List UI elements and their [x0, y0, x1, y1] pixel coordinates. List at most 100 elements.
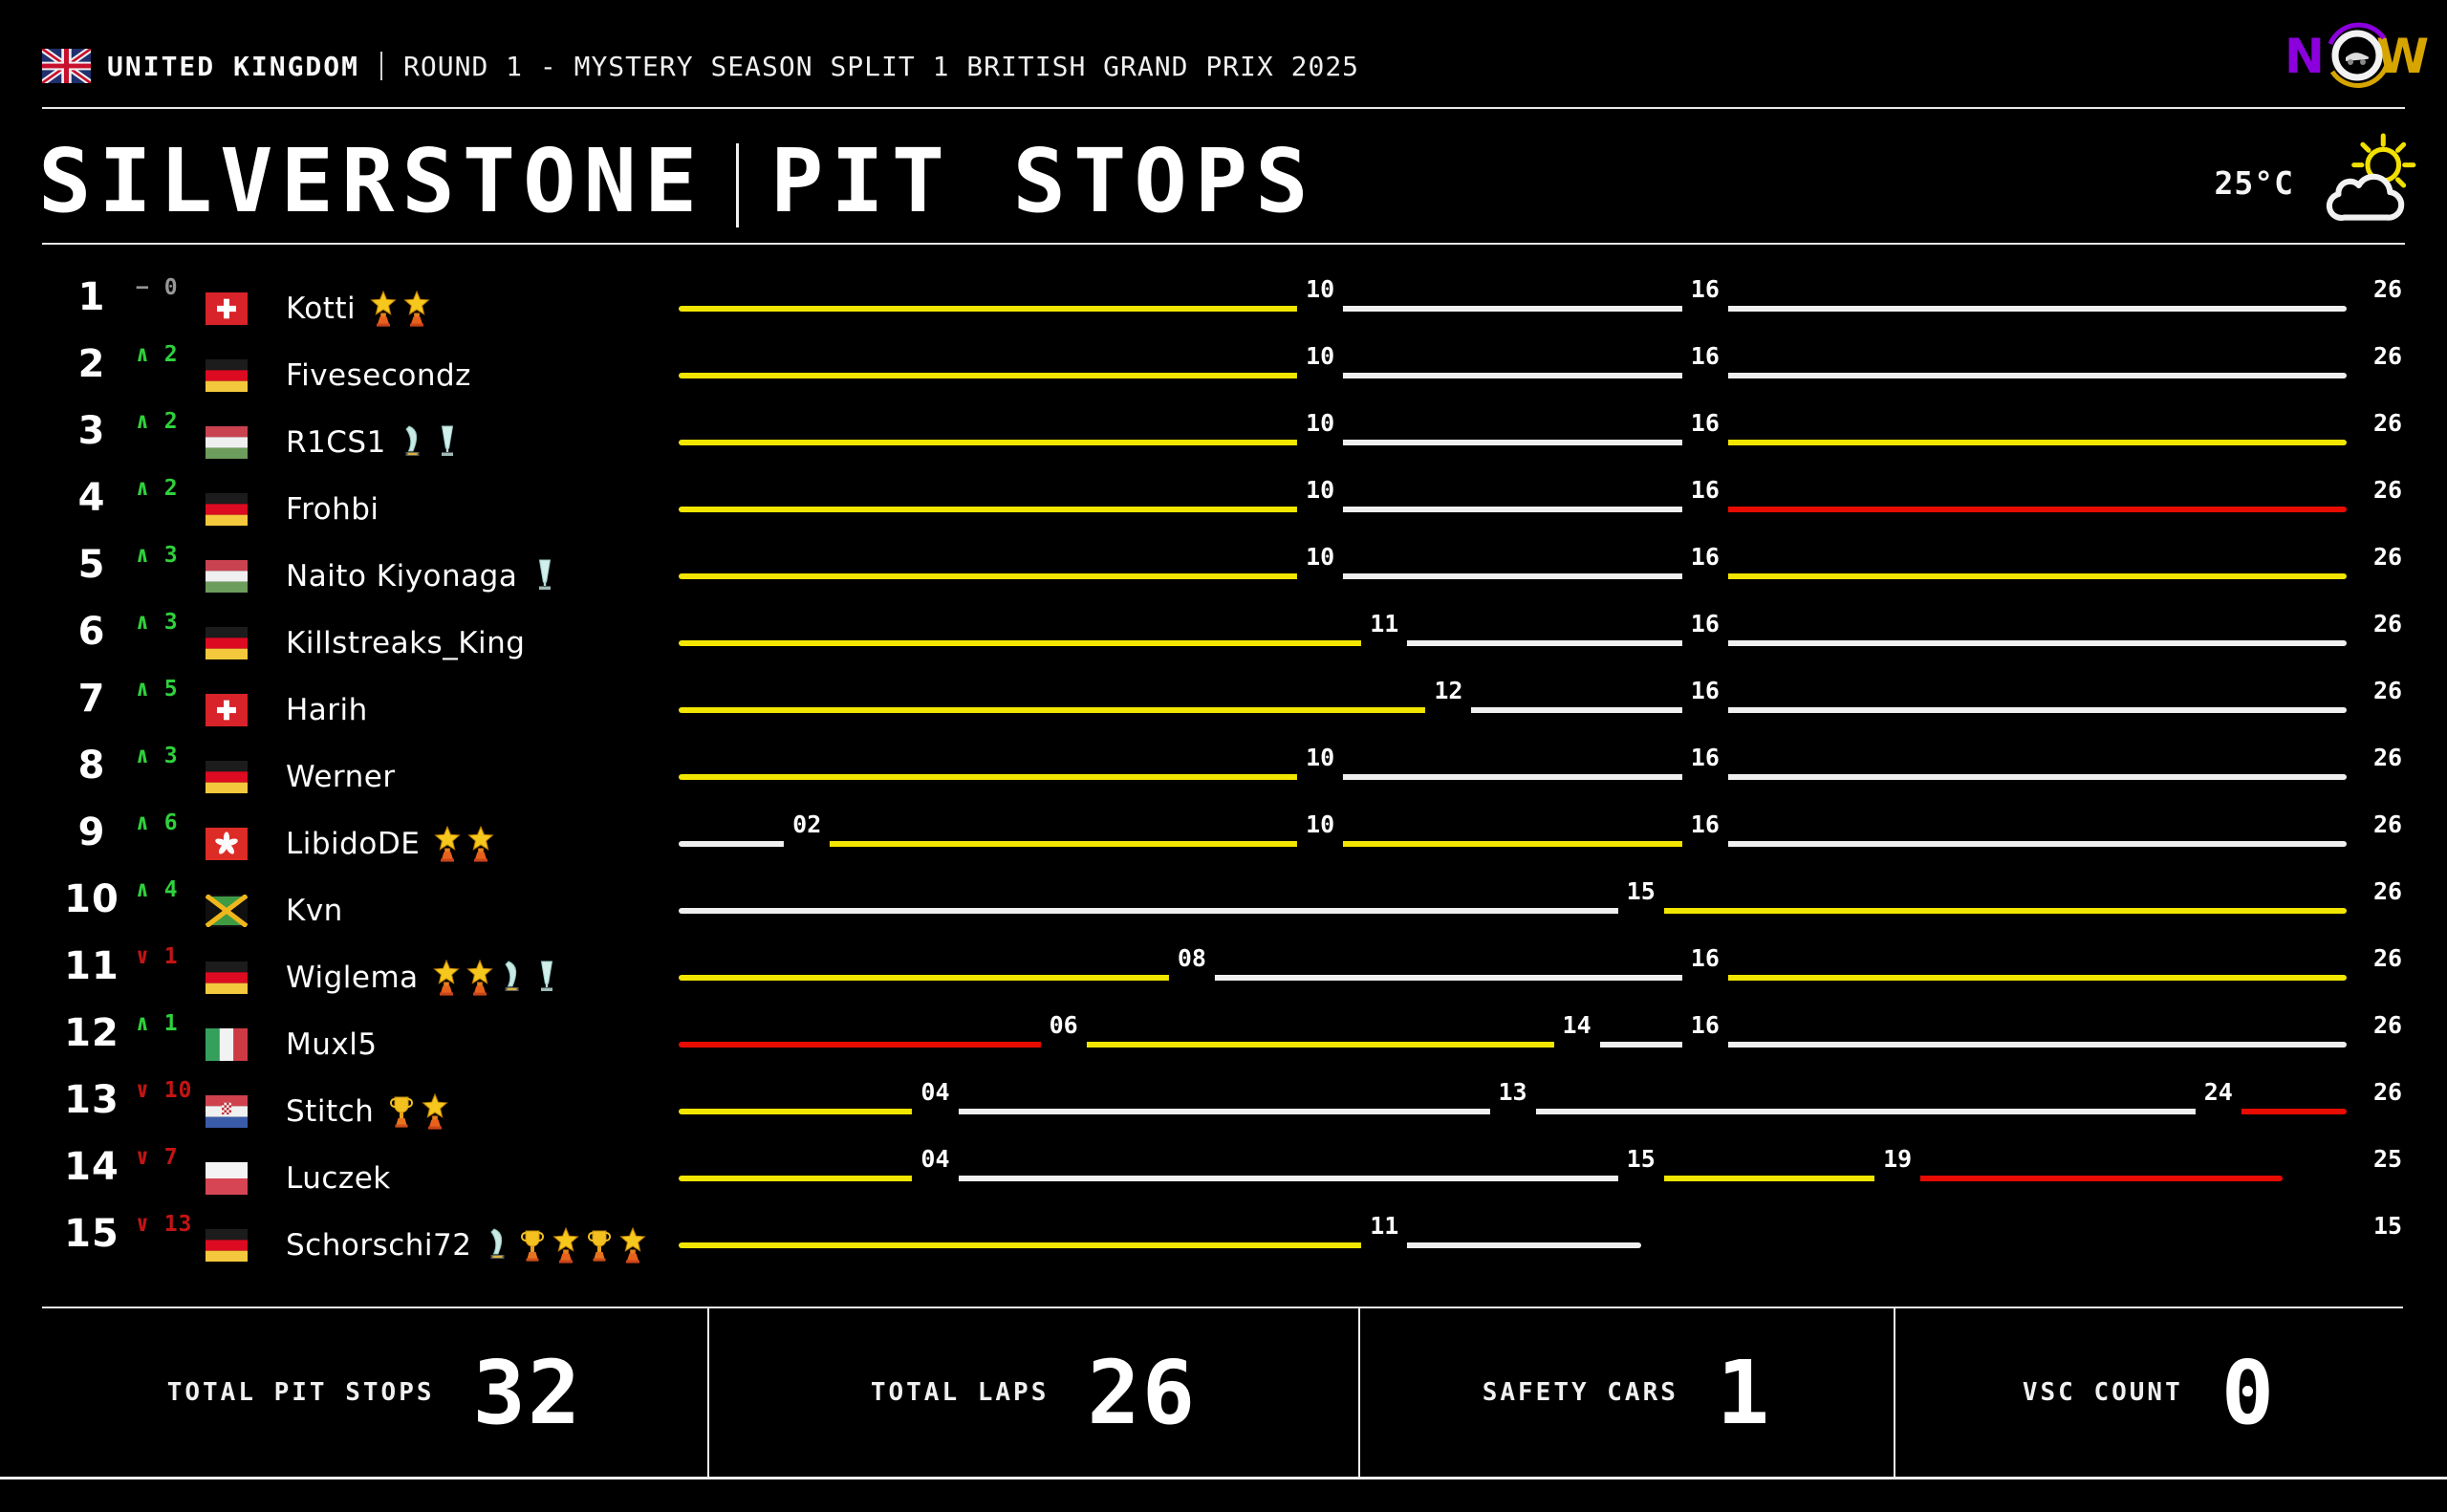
driver-row: 14 ∨ 7 Luczek 25 04 15 19 [0, 1145, 2447, 1212]
driver-name: Luczek [286, 1161, 391, 1196]
stats-top-rule [42, 1307, 2403, 1308]
pitstop-lap-label: 06 [1040, 1011, 1087, 1078]
driver-name-group: Fivesecondz [286, 342, 485, 409]
pitstop-lap-label: 15 [1617, 1145, 1664, 1212]
pitstop-lap-label: 16 [1681, 1011, 1728, 1078]
position-number: 2 [77, 342, 106, 386]
position-number: 5 [77, 543, 106, 587]
stat-label: SAFETY CARS [1482, 1378, 1678, 1407]
pitstop-lap-label: 12 [1425, 677, 1472, 744]
driver-name-group: Luczek [286, 1145, 404, 1212]
pitstop-lap-label: 04 [912, 1145, 959, 1212]
flag-pl-icon [206, 1162, 248, 1195]
stint-segment [679, 1242, 1385, 1248]
stint-segment [1704, 573, 2347, 579]
finish-lap-label: 26 [2372, 275, 2403, 303]
stat-safety-cars: SAFETY CARS 1 [1360, 1308, 1894, 1477]
trophies [432, 960, 561, 996]
position-number: 9 [77, 810, 106, 854]
driver-name: Schorschi72 [286, 1228, 472, 1263]
flag-hk-icon [206, 828, 248, 860]
pitstop-lap-label: 10 [1297, 275, 1344, 342]
driver-name-group: Werner [286, 744, 409, 810]
pitstop-lap-label: 04 [912, 1078, 959, 1145]
stint-segment [935, 1109, 1513, 1114]
finish-lap-label: 26 [2372, 1011, 2403, 1039]
stint-segment [1320, 306, 1705, 312]
finish-lap-label: 26 [2372, 342, 2403, 370]
stats-separator [707, 1308, 709, 1477]
pitstop-lap-label: 24 [2195, 1078, 2241, 1145]
stint-segment [679, 373, 1321, 378]
stint-track: 26 10 16 [679, 275, 2402, 342]
position-number: 3 [77, 409, 106, 453]
stint-segment [2218, 1109, 2347, 1114]
teal-flute-trophy-icon [531, 558, 559, 594]
driver-name-group: Wiglema [286, 944, 561, 1011]
driver-row: 6 ∧ 3 Killstreaks_King 26 11 16 [0, 610, 2447, 677]
stint-segment [1897, 1176, 2283, 1181]
gold-star-trophy-icon [402, 291, 431, 327]
pitstop-lap-label: 08 [1168, 944, 1215, 1011]
logo-w: W [2376, 29, 2429, 84]
driver-name-group: Kvn [286, 877, 357, 944]
position-change: ∧ 2 [136, 409, 179, 434]
driver-name-group: Stitch [286, 1078, 449, 1145]
driver-name-group: Schorschi72 [286, 1212, 647, 1279]
stint-segment [679, 908, 1641, 914]
pitstop-lap-label: 16 [1681, 677, 1728, 744]
driver-row: 2 ∧ 2 Fivesecondz 26 10 16 [0, 342, 2447, 409]
finish-lap-label: 15 [2372, 1212, 2403, 1240]
flag-gb-icon [42, 49, 91, 83]
pitstop-lap-label: 16 [1681, 744, 1728, 810]
pitstop-lap-label: 10 [1297, 476, 1344, 543]
stint-track: 26 10 16 [679, 744, 2402, 810]
stint-track: 15 11 [679, 1212, 2402, 1279]
flag-de-icon [206, 961, 248, 994]
position-change: ∨ 10 [136, 1078, 193, 1103]
header-round-info: ROUND 1 - MYSTERY SEASON SPLIT 1 BRITISH… [403, 50, 1360, 82]
trophies [369, 291, 431, 327]
page-title-screen: PIT STOPS [770, 130, 1316, 232]
position-change: ∨ 1 [136, 944, 179, 969]
gold-star-trophy-icon [466, 960, 494, 996]
stint-segment [1704, 507, 2347, 512]
stint-segment [1320, 373, 1705, 378]
stint-segment [1448, 707, 1705, 713]
stint-segment [1704, 440, 2347, 445]
gold-star-trophy-icon [552, 1227, 580, 1264]
stint-segment [1320, 507, 1705, 512]
stint-segment [1384, 640, 1705, 646]
stat-label: TOTAL LAPS [870, 1378, 1050, 1407]
position-number: 7 [77, 677, 106, 721]
driver-name: LibidoDE [286, 827, 421, 861]
pitstop-lap-label: 16 [1681, 810, 1728, 877]
driver-row: 3 ∧ 2 R1CS1 26 10 16 [0, 409, 2447, 476]
driver-name: Wiglema [286, 961, 419, 995]
gold-cup-trophy-icon [585, 1227, 614, 1264]
stint-segment [679, 640, 1385, 646]
temperature-label: 25°C [2214, 164, 2294, 202]
stint-segment [679, 1042, 1064, 1048]
stint-track: 26 15 [679, 877, 2402, 944]
finish-lap-label: 26 [2372, 944, 2403, 972]
stat-label: TOTAL PIT STOPS [166, 1378, 435, 1407]
stats-separator [1894, 1308, 1895, 1477]
position-change: ∧ 2 [136, 342, 179, 367]
driver-name: Frohbi [286, 492, 379, 527]
finish-lap-label: 26 [2372, 677, 2403, 704]
stint-track: 26 10 16 [679, 543, 2402, 610]
pitstop-lap-label: 16 [1681, 543, 1728, 610]
flag-hr-icon [206, 1095, 248, 1128]
driver-name: Fivesecondz [286, 358, 471, 393]
driver-row: 13 ∨ 10 Stitch 26 04 13 24 [0, 1078, 2447, 1145]
driver-name-group: Muxl5 [286, 1011, 391, 1078]
stint-track: 26 02 10 16 [679, 810, 2402, 877]
trophies [387, 1093, 449, 1130]
position-number: 8 [77, 744, 106, 788]
stint-track: 26 10 16 [679, 409, 2402, 476]
flag-hu-icon [206, 560, 248, 593]
stint-segment [679, 507, 1321, 512]
position-change: ∧ 6 [136, 810, 179, 835]
